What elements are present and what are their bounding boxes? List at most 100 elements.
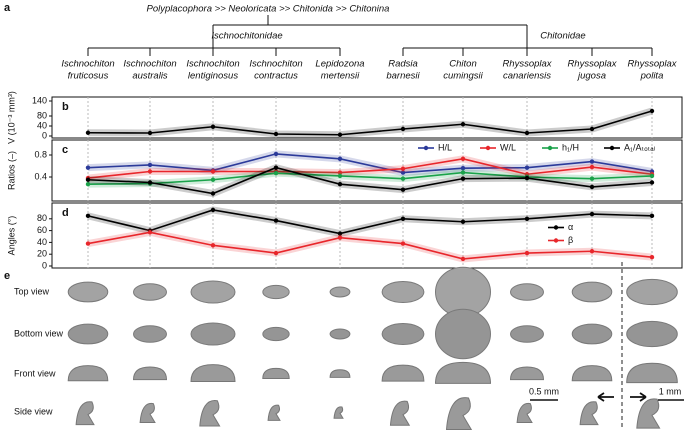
point — [85, 213, 91, 219]
point — [273, 250, 279, 256]
shell-view — [510, 325, 544, 343]
point — [460, 256, 466, 262]
plot-frame — [51, 202, 683, 269]
point — [337, 170, 343, 175]
legend-label: W/L — [500, 142, 516, 152]
row-label: Bottom view — [14, 328, 64, 338]
legend-label: α — [568, 222, 573, 232]
point — [524, 250, 530, 256]
y-tick-label: 0 — [42, 260, 47, 270]
scale-label: 0.5 mm — [529, 386, 559, 396]
panel-label: b — [62, 101, 69, 113]
series-line — [87, 153, 653, 174]
point — [147, 162, 153, 168]
series-line — [87, 166, 653, 195]
species-label: canariensis — [503, 71, 551, 82]
point — [147, 130, 153, 136]
y-tick-label: 80 — [37, 110, 47, 120]
point — [524, 130, 530, 136]
species-label: fruticosus — [68, 71, 109, 82]
shell-view — [133, 283, 167, 301]
species-label: Radsia — [388, 59, 418, 70]
panel-label: e — [4, 270, 10, 282]
y-tick-label: 20 — [37, 249, 47, 259]
shell-view — [510, 283, 544, 301]
shell-view — [133, 325, 167, 343]
shell-view — [571, 323, 613, 345]
point — [400, 216, 406, 221]
point — [524, 165, 530, 170]
species-label: Rhyssoplax — [502, 59, 552, 70]
shell-front — [67, 365, 109, 382]
shell-front — [571, 365, 613, 382]
legend-dot — [609, 145, 615, 151]
point — [337, 132, 343, 137]
point — [460, 122, 466, 127]
point — [147, 230, 153, 235]
point — [460, 156, 466, 162]
point — [649, 254, 655, 260]
y-tick-label: 80 — [37, 213, 47, 223]
shell-front — [190, 364, 236, 382]
species-label: Ischnochiton — [61, 59, 114, 70]
point — [589, 211, 595, 217]
panel-label: c — [62, 144, 68, 156]
point — [337, 235, 343, 240]
panel-label: a — [4, 2, 11, 14]
point — [273, 131, 279, 137]
point — [337, 181, 343, 187]
shell-view — [329, 328, 351, 340]
plot-frame — [51, 96, 683, 139]
shell-view — [190, 322, 236, 346]
point — [400, 241, 406, 246]
shell-view — [67, 323, 109, 345]
series-line — [87, 158, 653, 179]
tree-root: Polyplacophora >> Neoloricata >> Chitoni… — [147, 4, 390, 15]
species-label: contractus — [254, 71, 298, 82]
shell-side — [139, 402, 156, 423]
point — [210, 243, 216, 248]
y-tick-label: 40 — [37, 237, 47, 247]
point — [337, 156, 343, 162]
shell-side — [636, 398, 661, 429]
point — [85, 130, 91, 135]
point — [524, 175, 530, 181]
series-line — [87, 209, 653, 235]
shell-view — [262, 284, 290, 300]
species-label: Rhyssoplax — [627, 59, 677, 70]
scale-label: 1 mm — [659, 386, 682, 396]
species-label: Lepidozona — [315, 59, 364, 70]
panel-label: d — [62, 207, 69, 219]
species-label: Ischnochiton — [186, 59, 239, 70]
point — [649, 173, 655, 179]
point — [337, 173, 343, 179]
point — [400, 166, 406, 171]
species-label: mertensii — [321, 71, 360, 82]
legend-dot — [423, 145, 429, 151]
shell-side — [267, 404, 281, 421]
row-label: Front view — [14, 368, 56, 378]
point — [85, 181, 91, 187]
point — [85, 165, 91, 170]
point — [589, 159, 595, 164]
shell-view — [190, 280, 236, 304]
point — [210, 191, 216, 196]
plot-frame — [51, 139, 683, 202]
shell-front — [381, 364, 425, 382]
point — [400, 126, 406, 132]
species-label: lentiginosus — [188, 71, 238, 82]
point — [337, 231, 343, 236]
shell-side — [75, 401, 95, 426]
point — [210, 124, 216, 129]
point — [210, 207, 216, 213]
legend-dot — [553, 225, 559, 230]
point — [589, 249, 595, 254]
series-line — [87, 231, 653, 260]
point — [400, 170, 406, 175]
shell-view — [571, 281, 613, 303]
point — [400, 187, 406, 192]
point — [589, 164, 595, 170]
species-label: Chiton — [449, 59, 476, 70]
y-tick-label: 40 — [37, 120, 47, 130]
